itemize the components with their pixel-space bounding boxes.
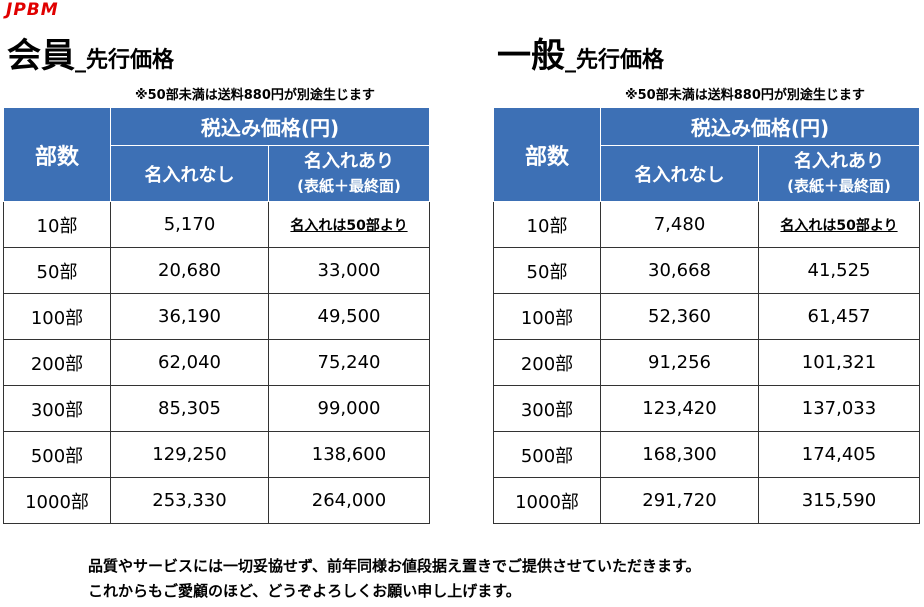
- footer-line: これからもご愛顧のほど、どうぞよろしくお願い申し上げます。: [88, 582, 521, 600]
- cell: 62,040: [110, 339, 269, 386]
- cell: 138,600: [268, 431, 430, 478]
- cell: 85,305: [110, 385, 269, 432]
- cell: 1000部: [493, 477, 601, 524]
- cell: 100部: [493, 293, 601, 340]
- cell: 300部: [3, 385, 111, 432]
- cell: 5,170: [110, 201, 269, 248]
- cell: 500部: [3, 431, 111, 478]
- cell: 75,240: [268, 339, 430, 386]
- header-cell: 部数: [3, 107, 111, 202]
- cell: 500部: [493, 431, 601, 478]
- cell: 30,668: [600, 247, 759, 294]
- header-text: 名入れあり: [794, 150, 884, 172]
- header-row: 部数 税込み価格(円): [493, 107, 920, 202]
- header-cell: 名入れなし: [110, 145, 269, 202]
- logo: JPBM: [6, 0, 59, 20]
- cell: 264,000: [268, 477, 430, 524]
- cell: 123,420: [600, 385, 759, 432]
- data-row: 50部 30,668 41,525: [493, 247, 920, 294]
- data-row: 1000部 291,720 315,590: [493, 477, 920, 524]
- data-row: 50部 20,680 33,000: [3, 247, 430, 294]
- header-cell: 名入れあり (表紙＋最終面): [758, 145, 920, 202]
- data-row: 500部 129,250 138,600: [3, 431, 430, 478]
- header-cell: 部数: [493, 107, 601, 202]
- cell: 137,033: [758, 385, 920, 432]
- cell: 41,525: [758, 247, 920, 294]
- title-suffix: _先行価格: [75, 48, 175, 73]
- cell: 50部: [493, 247, 601, 294]
- table-title: 一般_先行価格: [497, 28, 664, 77]
- data-row: 100部 36,190 49,500: [3, 293, 430, 340]
- cell: 100部: [3, 293, 111, 340]
- cell: 291,720: [600, 477, 759, 524]
- footer-line: 品質やサービスには一切妥協せず、前年同様お値段据え置きでご提供させていただきます…: [88, 557, 701, 575]
- cell: 36,190: [110, 293, 269, 340]
- cell: 名入れは50部より: [268, 201, 430, 248]
- data-row: 100部 52,360 61,457: [493, 293, 920, 340]
- title-main: 会員: [7, 36, 75, 76]
- cell: 10部: [3, 201, 111, 248]
- data-row: 1000部 253,330 264,000: [3, 477, 430, 524]
- data-row: 300部 123,420 137,033: [493, 385, 920, 432]
- cell: 名入れは50部より: [758, 201, 920, 248]
- header-text: 名入れあり: [304, 150, 394, 172]
- cell: 315,590: [758, 477, 920, 524]
- header-row: 名入れなし 名入れあり (表紙＋最終面): [4, 145, 430, 202]
- cell: 253,330: [110, 477, 269, 524]
- cell: 129,250: [110, 431, 269, 478]
- header-cell: 名入れなし: [600, 145, 759, 202]
- cell: 49,500: [268, 293, 430, 340]
- note: ※50部未満は送料880円が別途生じます: [625, 88, 865, 103]
- cell: 10部: [493, 201, 601, 248]
- cell: 20,680: [110, 247, 269, 294]
- cell: 99,000: [268, 385, 430, 432]
- title-main: 一般: [497, 36, 565, 76]
- data-row: 10部 7,480 名入れは50部より: [493, 201, 920, 248]
- table-title: 会員_先行価格: [7, 28, 174, 77]
- header-text: (表紙＋最終面): [787, 176, 891, 195]
- cell: 61,457: [758, 293, 920, 340]
- title-suffix: _先行価格: [565, 48, 665, 73]
- header-text: (表紙＋最終面): [297, 176, 401, 195]
- cell: 91,256: [600, 339, 759, 386]
- data-row: 500部 168,300 174,405: [493, 431, 920, 478]
- data-row: 200部 91,256 101,321: [493, 339, 920, 386]
- cell: 200部: [493, 339, 601, 386]
- price-table: 部数 税込み価格(円) 名入れなし 名入れあり (表紙＋最終面) 10部 7,480 名入れは…: [493, 107, 920, 524]
- cell: 50部: [3, 247, 111, 294]
- header-row: 名入れなし 名入れあり (表紙＋最終面): [494, 145, 920, 202]
- header-cell: 税込み価格(円): [110, 107, 430, 146]
- cell: 168,300: [600, 431, 759, 478]
- data-row: 200部 62,040 75,240: [3, 339, 430, 386]
- cell: 7,480: [600, 201, 759, 248]
- data-row: 10部 5,170 名入れは50部より: [3, 201, 430, 248]
- price-table: 部数 税込み価格(円) 名入れなし 名入れあり (表紙＋最終面) 10部 5,170 名入れは…: [3, 107, 430, 524]
- header-row: 部数 税込み価格(円): [3, 107, 430, 202]
- header-cell: 名入れあり (表紙＋最終面): [268, 145, 430, 202]
- note: ※50部未満は送料880円が別途生じます: [135, 88, 375, 103]
- cell: 174,405: [758, 431, 920, 478]
- header-cell: 税込み価格(円): [600, 107, 920, 146]
- cell: 52,360: [600, 293, 759, 340]
- cell: 101,321: [758, 339, 920, 386]
- cell: 200部: [3, 339, 111, 386]
- data-row: 300部 85,305 99,000: [3, 385, 430, 432]
- cell: 300部: [493, 385, 601, 432]
- cell: 1000部: [3, 477, 111, 524]
- cell: 33,000: [268, 247, 430, 294]
